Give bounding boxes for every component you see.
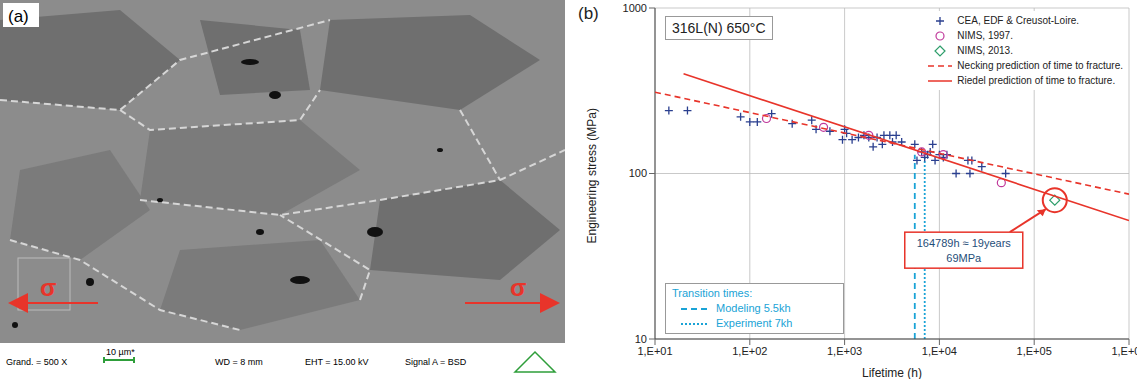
html-text:(b): (b)	[578, 4, 599, 23]
svg-text:69MPa: 69MPa	[946, 252, 982, 264]
svg-text:1,E+05: 1,E+05	[1017, 345, 1052, 357]
html-text:CEA, EDF & Creusot-Loire.: CEA, EDF & Creusot-Loire.	[957, 15, 1080, 26]
svg-text:Engineering stress (MPa): Engineering stress (MPa)	[585, 108, 599, 243]
svg-text:10 µm*: 10 µm*	[106, 347, 135, 357]
html-text:Modeling 5.5kh: Modeling 5.5kh	[716, 302, 791, 314]
html-text:NIMS, 2013.: NIMS, 2013.	[957, 45, 1013, 56]
html-text:Necking prediction of time to: Necking prediction of time to fracture.	[957, 60, 1123, 71]
svg-text:σ: σ	[510, 274, 526, 301]
svg-text:Grand. = 500 X: Grand. = 500 X	[8, 357, 67, 367]
svg-text:WD = 8 mm: WD = 8 mm	[215, 357, 263, 367]
svg-text:10: 10	[635, 333, 647, 345]
svg-text:1,E+01: 1,E+01	[637, 345, 672, 357]
svg-text:Signal A = BSD: Signal A = BSD	[405, 357, 467, 367]
svg-text:1,E+02: 1,E+02	[732, 345, 767, 357]
svg-text:1000: 1000	[623, 2, 647, 14]
svg-text:164789h ≈ 19years: 164789h ≈ 19years	[917, 237, 1012, 249]
html-text:Experiment 7kh: Experiment 7kh	[716, 317, 793, 329]
svg-text:Lifetime (h): Lifetime (h)	[862, 366, 922, 379]
svg-text:(a): (a)	[8, 7, 29, 26]
svg-text:100: 100	[629, 167, 647, 179]
html-text:316L(N) 650°C: 316L(N) 650°C	[672, 20, 766, 36]
svg-text:EHT = 15.00 kV: EHT = 15.00 kV	[305, 357, 369, 367]
html-text:NIMS, 1997.: NIMS, 1997.	[957, 30, 1013, 41]
svg-text:1,E+06: 1,E+06	[1111, 345, 1129, 357]
svg-text:1,E+04: 1,E+04	[922, 345, 957, 357]
svg-text:σ: σ	[40, 274, 56, 301]
html-text:Transition times:: Transition times:	[672, 287, 753, 299]
svg-text:1,E+03: 1,E+03	[827, 345, 862, 357]
html-text:Riedel prediction of time to f: Riedel prediction of time to fracture.	[957, 75, 1116, 86]
